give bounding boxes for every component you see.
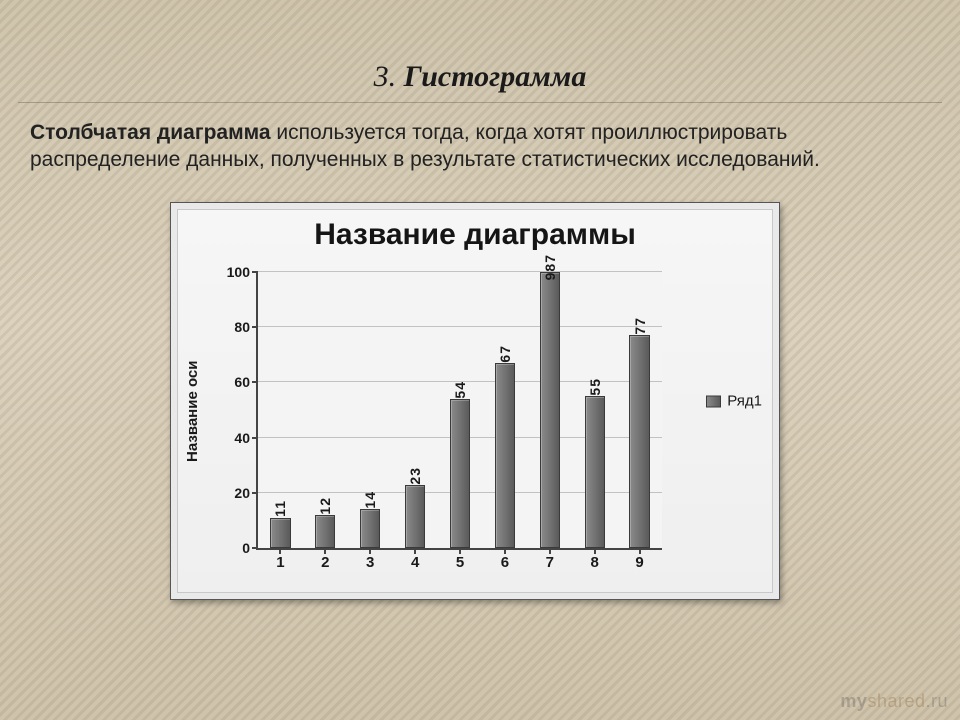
data-label: 12 [317, 497, 333, 515]
description-lead: Столбчатая диаграмма [30, 121, 271, 144]
chart-frame: Название диаграммы Название оси 0 20 40 60 8… [170, 202, 780, 600]
xtick-label: 6 [501, 554, 509, 571]
ytick-mark [252, 492, 258, 494]
bar [360, 509, 380, 548]
xtick-label: 8 [590, 554, 598, 571]
watermark-suffix: .ru [925, 691, 948, 711]
xtick-label: 4 [411, 554, 419, 571]
description: Столбчатая диаграмма используется тогда,… [30, 120, 920, 174]
ytick-mark [252, 547, 258, 549]
plot-area: 0204060801001112123144235546677987855977 [256, 272, 662, 550]
watermark-my: my [840, 691, 867, 711]
slide-number: 3. [374, 60, 397, 93]
data-label: 987 [542, 254, 558, 280]
bar [315, 515, 335, 548]
ytick-label: 60 [234, 374, 250, 390]
xtick-label: 3 [366, 554, 374, 571]
bar [495, 363, 515, 548]
bar [450, 399, 470, 548]
ytick-label: 80 [234, 319, 250, 335]
ytick-label: 100 [227, 264, 250, 280]
gridline [258, 271, 662, 272]
data-label: 14 [362, 491, 378, 509]
bar [405, 485, 425, 548]
bar [585, 396, 605, 548]
ytick-mark [252, 326, 258, 328]
legend-label: Ряд1 [727, 393, 762, 410]
data-label: 23 [407, 467, 423, 485]
ytick-mark [252, 381, 258, 383]
bar [629, 335, 649, 548]
chart-inner: Название диаграммы Название оси 0 20 40 60 8… [177, 209, 773, 593]
xtick-label: 7 [546, 554, 554, 571]
data-label: 55 [587, 378, 603, 396]
xtick-label: 2 [321, 554, 329, 571]
y-axis-label: Название оси [184, 270, 206, 552]
ytick-label: 40 [234, 430, 250, 446]
ytick-label: 0 [242, 540, 250, 556]
chart-title: Название диаграммы [178, 218, 772, 252]
data-label: 67 [497, 345, 513, 363]
legend: Ряд1 [706, 393, 762, 410]
xtick-label: 5 [456, 554, 464, 571]
slide-title-word: Гистограмма [404, 60, 587, 93]
data-label: 77 [632, 317, 648, 335]
data-label: 11 [272, 500, 288, 517]
legend-swatch [706, 395, 721, 407]
xtick-label: 9 [635, 554, 643, 571]
title-underline [18, 102, 942, 103]
xtick-label: 1 [276, 554, 284, 571]
bar [540, 272, 560, 548]
ytick-label: 20 [234, 485, 250, 501]
gridline [258, 326, 662, 327]
watermark: myshared.ru [840, 691, 948, 712]
data-label: 54 [452, 381, 468, 399]
ytick-mark [252, 437, 258, 439]
watermark-shared: shared [867, 691, 925, 711]
bar [270, 518, 290, 548]
ytick-mark [252, 271, 258, 273]
slide-title: 3. Гистограмма [0, 60, 960, 94]
